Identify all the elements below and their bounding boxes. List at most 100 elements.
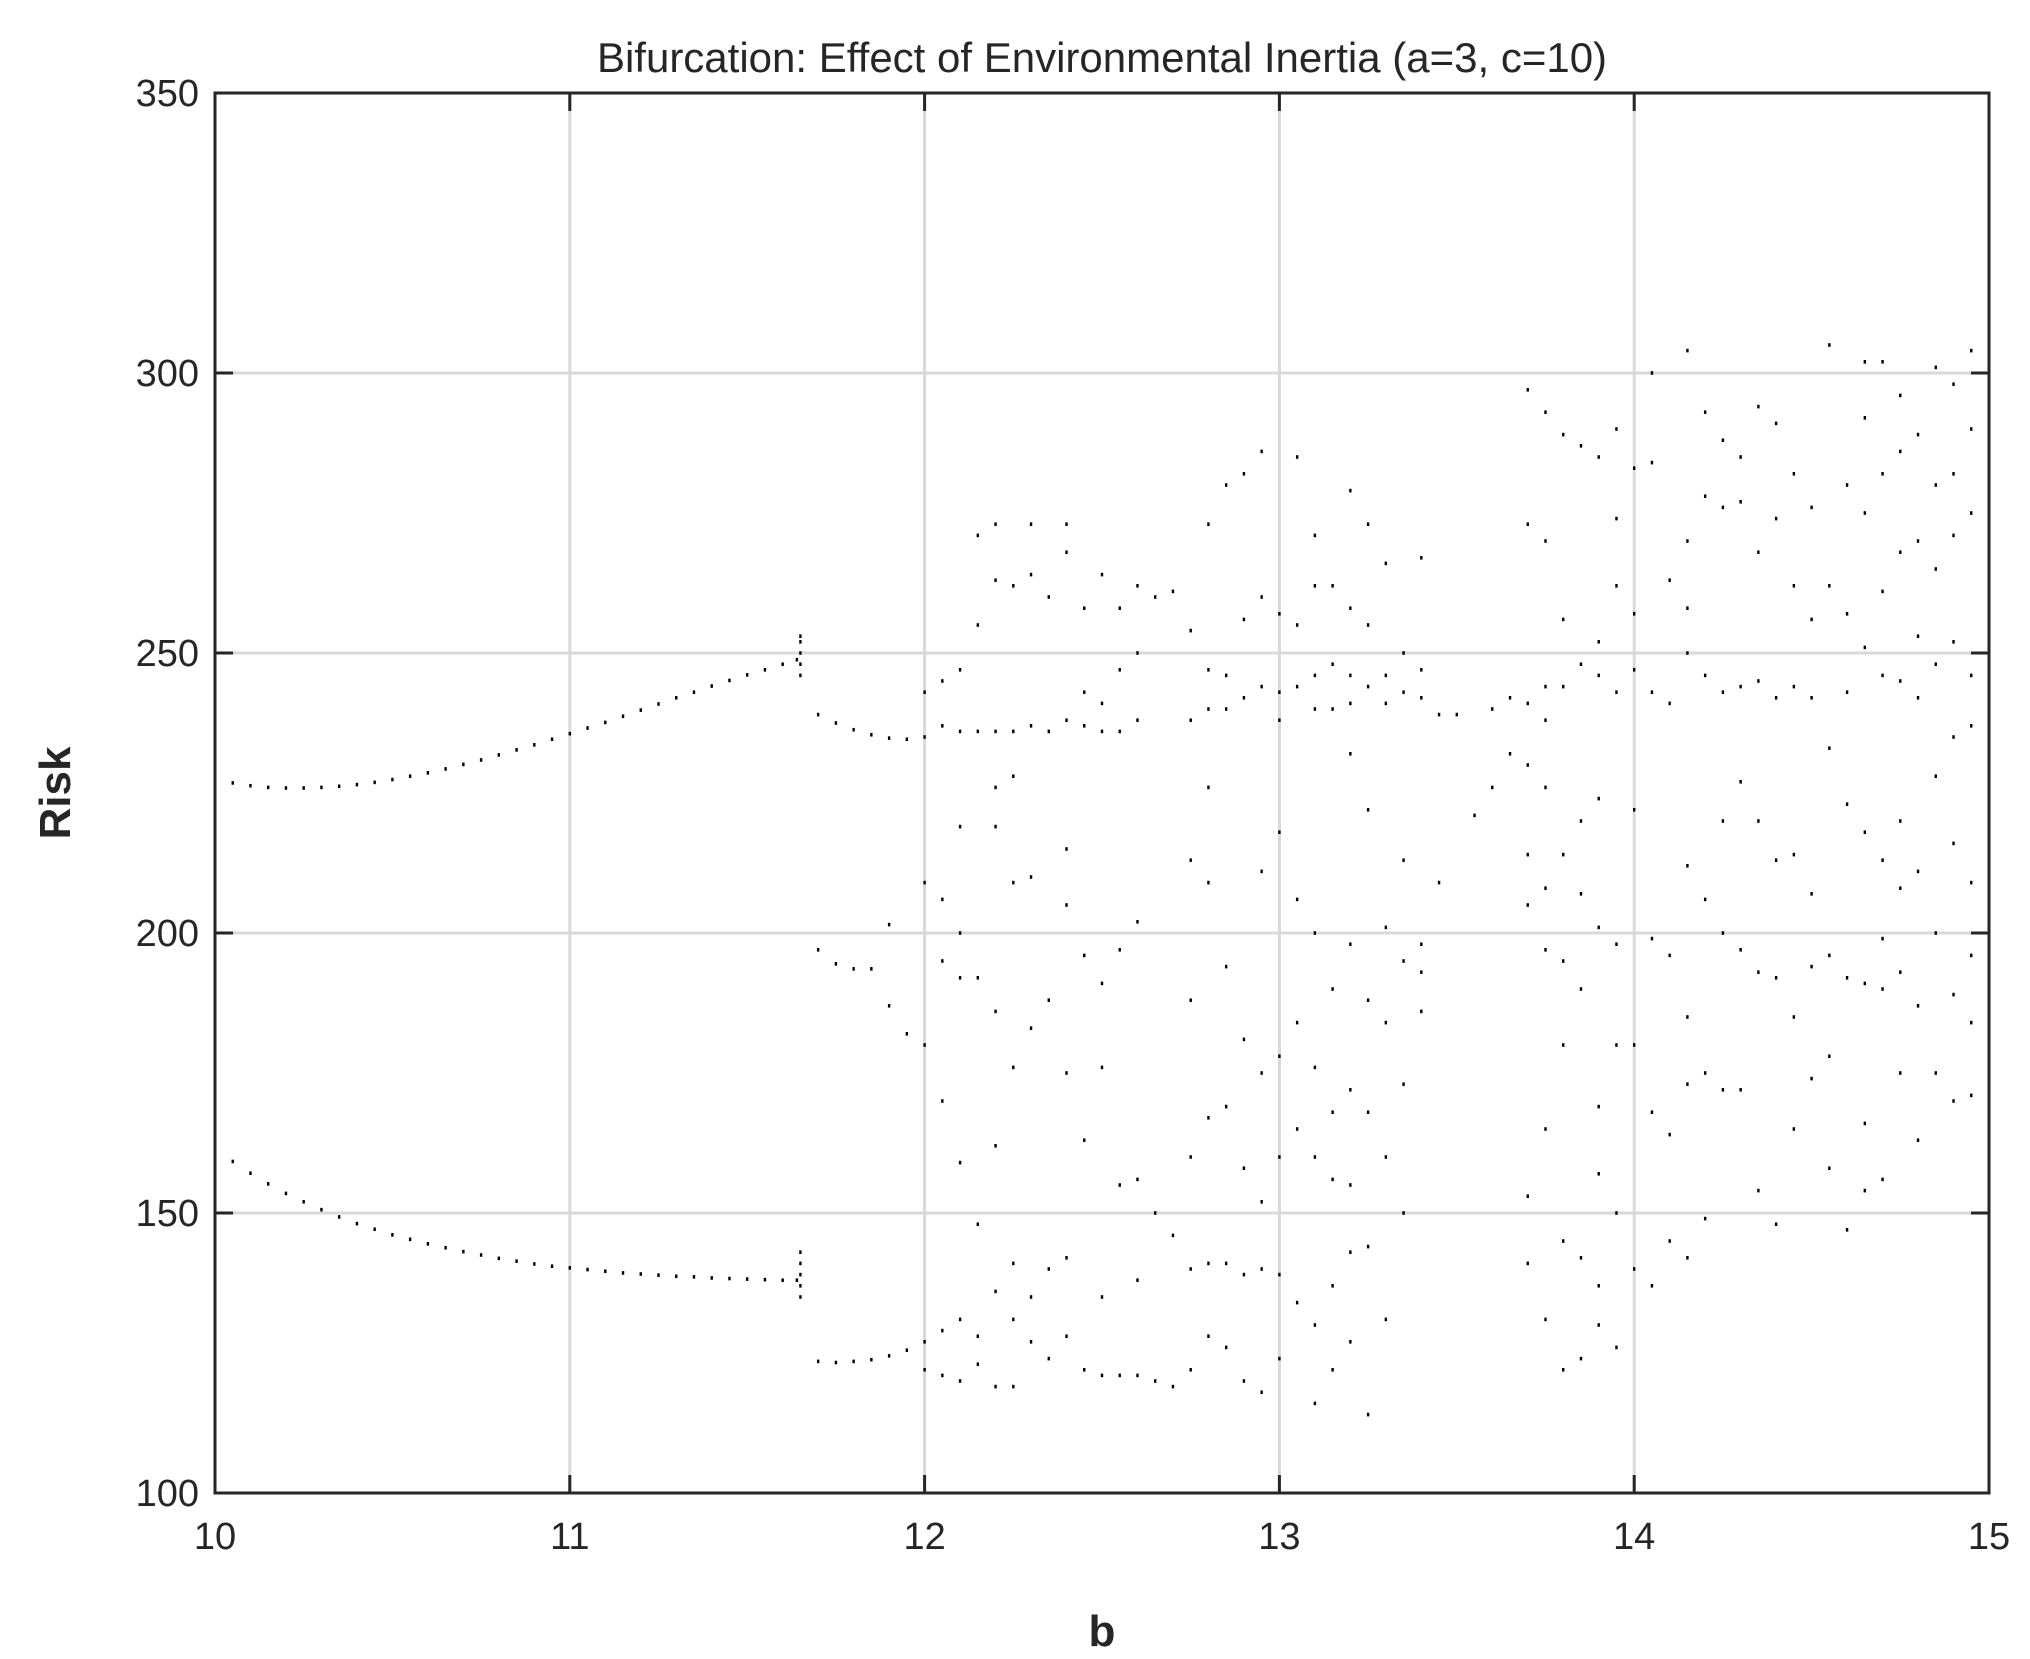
data-point: [1828, 953, 1831, 958]
data-point: [337, 1215, 341, 1219]
data-point: [1970, 673, 1973, 678]
data-point: [586, 1267, 589, 1272]
data-point: [1118, 1183, 1121, 1187]
y-tick-label: 150: [136, 1193, 199, 1235]
data-point: [515, 1259, 518, 1263]
data-point: [444, 767, 447, 771]
data-point: [905, 1032, 909, 1036]
data-point: [923, 735, 926, 739]
data-point: [1739, 948, 1742, 952]
data-point: [1863, 830, 1867, 834]
data-point: [1952, 382, 1955, 386]
data-point: [373, 780, 376, 785]
plot-area: [215, 93, 1989, 1493]
data-point: [1260, 449, 1263, 454]
data-point: [976, 1334, 980, 1338]
data-point: [941, 679, 944, 683]
data-point: [1881, 987, 1884, 991]
data-point: [1721, 1088, 1725, 1092]
grid-lines: [215, 93, 1989, 1493]
axis-ticks: [213, 91, 1991, 1495]
data-point: [497, 1256, 501, 1261]
data-point: [1384, 561, 1388, 566]
data-point: [1420, 668, 1423, 672]
data-point: [799, 673, 802, 678]
data-point: [1544, 948, 1547, 952]
data-point: [1703, 673, 1707, 678]
data-point: [1544, 1317, 1547, 1322]
data-point: [1579, 892, 1583, 896]
data-point: [1544, 785, 1547, 790]
data-point: [763, 1277, 767, 1282]
data-point: [1633, 466, 1636, 470]
data-point: [1970, 1020, 1973, 1025]
data-point: [1012, 880, 1015, 885]
data-point: [1863, 1188, 1867, 1193]
data-point: [905, 737, 909, 742]
data-point: [1331, 1284, 1334, 1288]
data-point: [976, 623, 980, 627]
data-point: [1828, 746, 1831, 750]
data-point: [1331, 1110, 1334, 1114]
data-point: [1295, 897, 1299, 902]
data-point: [1863, 360, 1867, 364]
data-point: [657, 702, 660, 706]
data-point: [1189, 628, 1192, 633]
data-point: [1686, 606, 1689, 610]
data-point: [1916, 696, 1920, 700]
data-point: [994, 1144, 997, 1148]
data-point: [284, 1191, 288, 1196]
data-point: [1260, 684, 1263, 689]
data-point: [284, 786, 288, 790]
data-point: [1331, 584, 1334, 588]
data-point: [1012, 1065, 1015, 1070]
data-point: [1615, 1211, 1618, 1215]
data-point: [1526, 388, 1529, 392]
data-point: [1774, 858, 1778, 862]
data-point: [1650, 690, 1654, 694]
data-point: [1544, 886, 1547, 890]
data-point: [1562, 852, 1565, 857]
data-point: [1703, 897, 1707, 902]
data-point: [994, 1289, 997, 1294]
data-point: [958, 931, 962, 935]
data-point: [1952, 1099, 1955, 1103]
data-point: [1544, 718, 1547, 722]
data-point: [1331, 1368, 1334, 1372]
data-point: [1366, 998, 1370, 1002]
data-point: [1331, 662, 1334, 666]
data-point: [1952, 992, 1955, 997]
data-point: [391, 777, 394, 782]
data-point: [1650, 371, 1654, 375]
data-point: [994, 578, 997, 582]
data-point: [1366, 808, 1370, 812]
data-point: [1579, 987, 1583, 991]
data-point: [675, 696, 678, 700]
data-point: [887, 736, 891, 740]
data-point: [1224, 707, 1228, 711]
data-point: [1774, 516, 1778, 521]
data-point: [1739, 684, 1742, 689]
data-point: [1881, 1177, 1884, 1182]
data-point: [479, 758, 483, 762]
data-point: [1916, 539, 1920, 543]
data-point: [1278, 1155, 1281, 1159]
data-point: [444, 1245, 447, 1250]
data-point: [1029, 1340, 1033, 1344]
data-point: [795, 1278, 799, 1282]
data-point: [1313, 931, 1317, 935]
data-point: [799, 651, 802, 655]
data-point: [1562, 1239, 1565, 1243]
data-point: [1828, 1166, 1831, 1170]
data-point: [1526, 763, 1529, 767]
data-point: [249, 1171, 252, 1176]
data-point: [621, 1271, 625, 1275]
data-point: [1562, 1043, 1565, 1047]
data-point: [639, 708, 642, 712]
data-point: [887, 922, 891, 927]
data-point: [870, 1357, 873, 1362]
data-point: [675, 1274, 678, 1279]
data-point: [1828, 1054, 1831, 1058]
data-point: [231, 1159, 234, 1164]
data-point: [728, 678, 731, 683]
